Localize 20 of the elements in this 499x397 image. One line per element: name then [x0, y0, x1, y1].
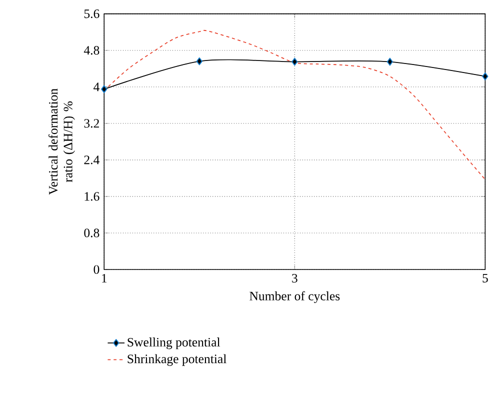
- y-tick-label: 5.6: [84, 10, 100, 18]
- point: [196, 57, 202, 66]
- point: [482, 72, 488, 80]
- legend-label: Swelling potential: [128, 338, 220, 350]
- y-tick-label: 0.8: [84, 228, 100, 238]
- y-tick-label: 1.6: [84, 192, 100, 201]
- y-tick-label: 4: [94, 82, 100, 92]
- point: [292, 58, 298, 66]
- point: [386, 58, 393, 66]
- y-tick-label: 2.4: [84, 156, 100, 164]
- y-axis-title: Vertical deformation ratio (ΔH/H) %: [48, 88, 75, 195]
- legend-label: Shrinkage potential: [128, 354, 226, 366]
- x-tick-label: 5: [482, 274, 488, 283]
- y-tick-label: 3.2: [84, 119, 99, 128]
- x-tick-label: 3: [292, 274, 298, 283]
- point: [101, 85, 108, 94]
- x-axis-title: Number of cycles: [250, 291, 340, 304]
- y-tick-label: 4.8: [84, 46, 100, 55]
- x-tick-label: 1: [102, 274, 107, 282]
- y-tick-label: 0: [94, 265, 100, 274]
